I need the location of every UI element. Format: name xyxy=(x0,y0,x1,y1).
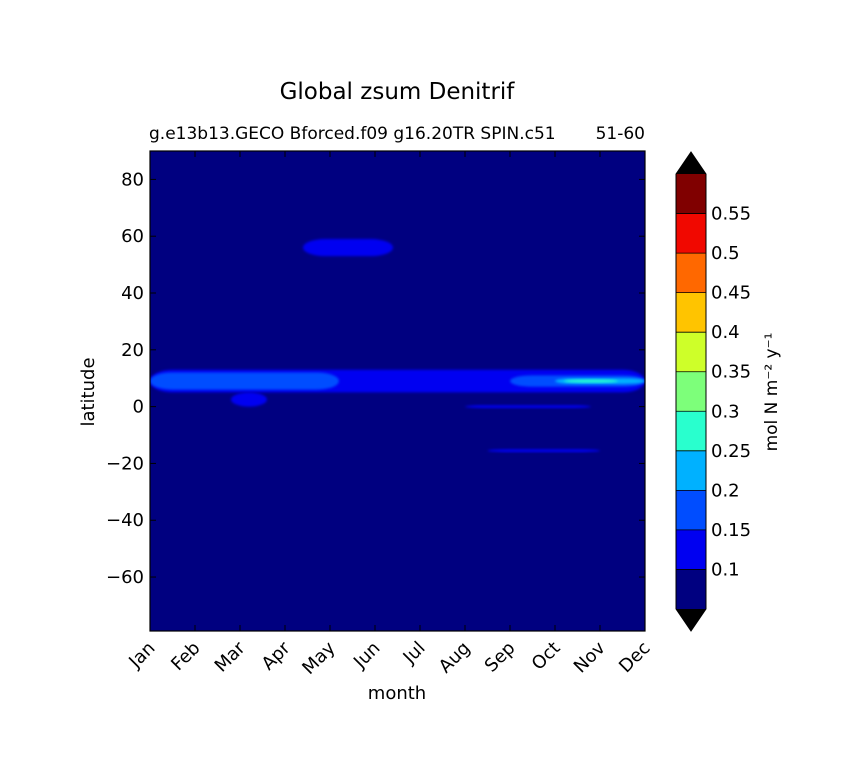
colorbar: 0.1 0.15 0.2 0.25 0.3 0.35 0.4 0.45 0.5 0.55 xyxy=(675,151,751,632)
x-tick-label: Oct xyxy=(528,638,565,675)
y-tick-label: 40 xyxy=(121,283,144,304)
colorbar-tick-label: 0.25 xyxy=(711,441,751,462)
colorbar-tick-label: 0.4 xyxy=(711,322,740,343)
colorbar-segment xyxy=(676,253,706,293)
colorbar-segment xyxy=(676,174,706,214)
x-axis-label: month xyxy=(368,683,426,704)
x-tick-label: Jun xyxy=(349,638,384,673)
x-tick-label: May xyxy=(298,637,339,678)
colorbar-label: mol N m⁻² y⁻¹ xyxy=(762,333,782,452)
x-tick-label: Dec xyxy=(615,638,654,677)
colorbar-tick-label: 0.55 xyxy=(711,204,751,225)
plot-area xyxy=(149,150,646,632)
colorbar-segment xyxy=(676,450,706,491)
colorbar-segment xyxy=(676,411,706,451)
y-tick-label: −60 xyxy=(106,567,144,588)
chart-title: Global zsum Denitrif xyxy=(280,79,516,105)
colorbar-tick-label: 0.1 xyxy=(711,559,740,580)
y-tick-label: 60 xyxy=(121,226,144,247)
colorbar-tick-label: 0.35 xyxy=(711,362,751,383)
y-tick-label: −20 xyxy=(106,453,144,474)
y-tick-label: 20 xyxy=(121,340,144,361)
y-axis-label: latitude xyxy=(78,357,99,426)
x-tick-label: Sep xyxy=(481,638,520,677)
contour-region-1 xyxy=(303,239,393,257)
x-tick-label: Apr xyxy=(258,637,295,674)
x-tick-label: Feb xyxy=(167,638,204,675)
colorbar-segment xyxy=(676,371,706,412)
colorbar-tick-label: 0.3 xyxy=(711,401,740,422)
colorbar-segment xyxy=(676,213,706,254)
colorbar-extend-over xyxy=(676,152,706,174)
x-tick-label: Mar xyxy=(211,637,250,676)
colorbar-segment xyxy=(676,292,706,333)
colorbar-segment xyxy=(676,332,706,372)
plot-frame xyxy=(149,150,646,632)
y-axis: 80 60 40 20 0 −20 −40 −60 xyxy=(106,169,645,588)
contour-region-4 xyxy=(150,372,339,390)
colorbar-segment xyxy=(676,529,706,570)
colorbar-tick-label: 0.15 xyxy=(711,520,751,541)
x-tick-label: Aug xyxy=(435,638,475,678)
contour-region-8 xyxy=(564,379,618,383)
x-tick-label: Jan xyxy=(124,638,159,673)
chart-subtitle-left: g.e13b13.GECO Bforced.f09 g16.20TR SPIN.… xyxy=(149,124,556,144)
x-axis: Jan Feb Mar Apr May Jun Jul Aug Sep Oct Nov Dec xyxy=(124,151,655,679)
contour-region-2 xyxy=(465,405,591,409)
colorbar-segment xyxy=(676,490,706,530)
colorbar-tick-label: 0.5 xyxy=(711,243,740,264)
colorbar-extend-under xyxy=(676,609,706,631)
chart-subtitle-right: 51-60 xyxy=(596,124,645,144)
colorbar-tick-label: 0.45 xyxy=(711,283,751,304)
contour-region-5 xyxy=(231,392,267,407)
contour-layer xyxy=(150,239,645,453)
colorbar-outline xyxy=(675,151,707,632)
y-tick-label: 80 xyxy=(121,169,144,190)
x-tick-label: Nov xyxy=(570,637,610,677)
x-tick-label: Jul xyxy=(399,638,430,669)
colorbar-segment xyxy=(676,569,706,609)
y-tick-label: −40 xyxy=(106,510,144,531)
colorbar-tick-label: 0.2 xyxy=(711,480,740,501)
y-tick-label: 0 xyxy=(133,397,144,418)
contour-region-3 xyxy=(487,449,600,453)
